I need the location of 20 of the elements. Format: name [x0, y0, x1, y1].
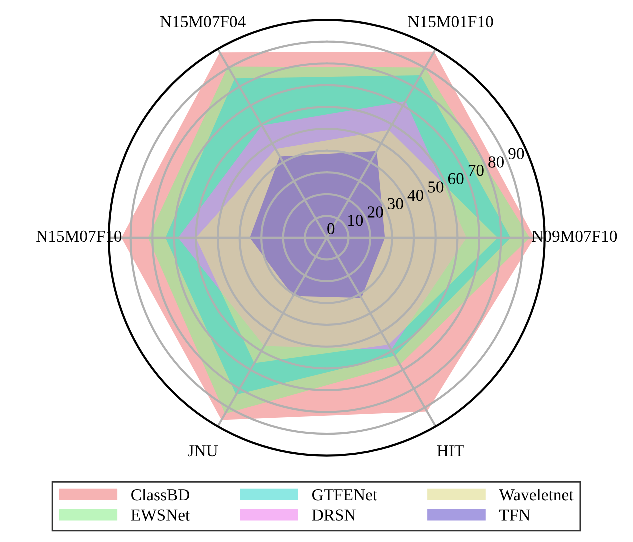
legend-label: EWSNet [131, 510, 190, 521]
spoke-label: HIT [437, 446, 464, 456]
y-tick-label: 60 [448, 173, 464, 185]
legend-label: GTFENet [312, 489, 378, 501]
y-tick-label: 0 [328, 223, 335, 235]
spoke-label: JNU [188, 446, 218, 457]
y-tick-label: 30 [388, 198, 404, 210]
y-tick-label: 90 [508, 148, 524, 160]
y-tick-label: 20 [368, 206, 384, 218]
y-tick-label: 40 [408, 190, 424, 202]
legend-label: ClassBD [132, 488, 190, 501]
legend-label: TFN [500, 510, 530, 521]
y-tick-label: 50 [428, 182, 444, 193]
legend-label: DRSN [312, 510, 356, 521]
y-tick-label: 10 [348, 214, 364, 226]
y-tick-label: 70 [468, 164, 484, 176]
legend-label: Waveletnet [499, 488, 574, 501]
y-tick-label: 80 [488, 156, 504, 168]
spoke-label: N15M01F10 [408, 16, 494, 28]
spoke-label: N15M07F04 [160, 16, 246, 28]
